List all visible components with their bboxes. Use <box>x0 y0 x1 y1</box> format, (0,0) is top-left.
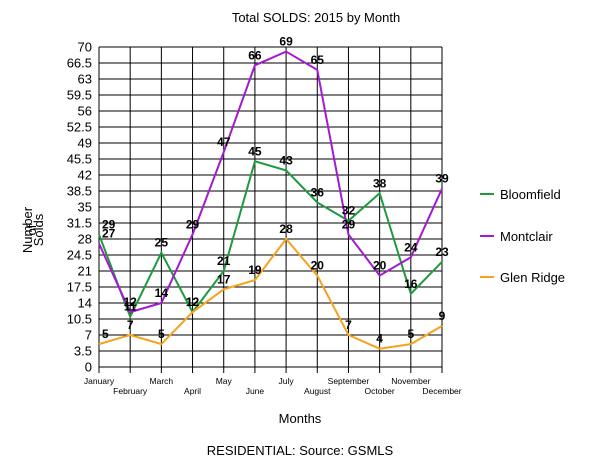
data-labels: 2911251221454336323816232712142947666965… <box>102 35 449 346</box>
source-note: RESIDENTIAL: Source: GSMLS <box>207 443 394 458</box>
legend-label: Montclair <box>500 229 553 244</box>
y-tick-label: 0 <box>85 360 92 375</box>
data-label: 69 <box>279 35 293 49</box>
y-tick-label: 28 <box>78 232 92 247</box>
data-label: 7 <box>127 318 134 332</box>
data-label: 5 <box>102 327 109 341</box>
data-label: 17 <box>217 272 231 286</box>
x-tick-label: March <box>150 376 174 386</box>
chart-title: Total SOLDS: 2015 by Month <box>232 10 400 25</box>
y-tick-labels: 03.5710.51417.52124.52831.53538.54245.54… <box>67 40 92 375</box>
data-label: 12 <box>186 295 200 309</box>
series-lines <box>98 50 443 350</box>
series-line <box>98 50 443 314</box>
y-tick-label: 42 <box>78 168 92 183</box>
y-tick-label: 45.5 <box>67 152 92 167</box>
y-tick-label: 17.5 <box>67 280 92 295</box>
y-axis-title-line: Number <box>20 206 35 253</box>
y-tick-label: 14 <box>78 296 92 311</box>
x-tick-label: June <box>246 386 265 396</box>
y-tick-label: 7 <box>85 328 92 343</box>
y-axis-title-line: of <box>24 224 39 235</box>
data-label: 23 <box>435 245 449 259</box>
x-tick-label: November <box>391 376 430 386</box>
data-label: 7 <box>345 318 352 332</box>
data-label: 5 <box>158 327 165 341</box>
x-tick-label: July <box>279 376 295 386</box>
data-label: 12 <box>124 295 138 309</box>
data-label: 28 <box>279 222 293 236</box>
y-tick-label: 52.5 <box>67 120 92 135</box>
x-tick-label: January <box>84 376 115 386</box>
data-label: 24 <box>404 240 418 254</box>
x-tick-label: August <box>304 386 331 396</box>
y-tick-label: 70 <box>78 40 92 55</box>
x-tick-label: April <box>184 386 201 396</box>
y-tick-label: 35 <box>78 200 92 215</box>
data-label: 29 <box>102 217 116 231</box>
legend: Bloomfield Montclair Glen Ridge <box>480 187 565 285</box>
data-label: 29 <box>186 217 200 231</box>
y-tick-label: 38.5 <box>67 184 92 199</box>
y-tick-label: 59.5 <box>67 88 92 103</box>
data-label: 20 <box>373 259 387 273</box>
data-label: 5 <box>407 327 414 341</box>
x-tick-label: May <box>216 376 233 386</box>
data-label: 43 <box>279 153 293 167</box>
data-label: 66 <box>248 48 262 62</box>
data-label: 29 <box>342 217 356 231</box>
y-axis-title-line: Solds <box>31 213 46 246</box>
x-tick-label: December <box>422 386 461 396</box>
y-tick-label: 56 <box>78 104 92 119</box>
data-label: 21 <box>217 254 231 268</box>
x-tick-label: February <box>113 386 148 396</box>
data-label: 36 <box>311 185 325 199</box>
data-label: 11 <box>124 300 137 314</box>
series-line <box>98 237 443 350</box>
data-label: 4 <box>376 332 383 346</box>
y-tick-label: 49 <box>78 136 92 151</box>
y-tick-label: 3.5 <box>74 344 92 359</box>
data-label: 45 <box>248 144 262 158</box>
legend-label: Glen Ridge <box>500 270 565 285</box>
grid <box>98 46 443 373</box>
data-label: 9 <box>439 309 446 323</box>
legend-label: Bloomfield <box>500 187 561 202</box>
y-tick-label: 21 <box>78 264 92 279</box>
data-label: 25 <box>155 236 169 250</box>
y-axis-title: NumberofSolds <box>20 206 46 253</box>
series-line <box>98 160 443 320</box>
x-axis-title: Months <box>279 411 322 426</box>
data-label: 32 <box>342 204 356 218</box>
data-label: 39 <box>435 172 449 186</box>
data-label: 12 <box>186 295 200 309</box>
data-label: 16 <box>404 277 418 291</box>
data-label: 14 <box>155 286 169 300</box>
data-label: 38 <box>373 176 387 190</box>
y-tick-label: 10.5 <box>67 312 92 327</box>
data-label: 65 <box>311 53 325 67</box>
y-tick-label: 63 <box>78 72 92 87</box>
data-label: 27 <box>102 227 116 241</box>
y-tick-label: 24.5 <box>67 248 92 263</box>
data-label: 20 <box>311 259 325 273</box>
x-tick-label: October <box>365 386 395 396</box>
data-label: 47 <box>217 135 231 149</box>
x-tick-label: September <box>328 376 370 386</box>
y-tick-label: 66.5 <box>67 56 92 71</box>
y-tick-label: 31.5 <box>67 216 92 231</box>
data-label: 19 <box>248 263 262 277</box>
